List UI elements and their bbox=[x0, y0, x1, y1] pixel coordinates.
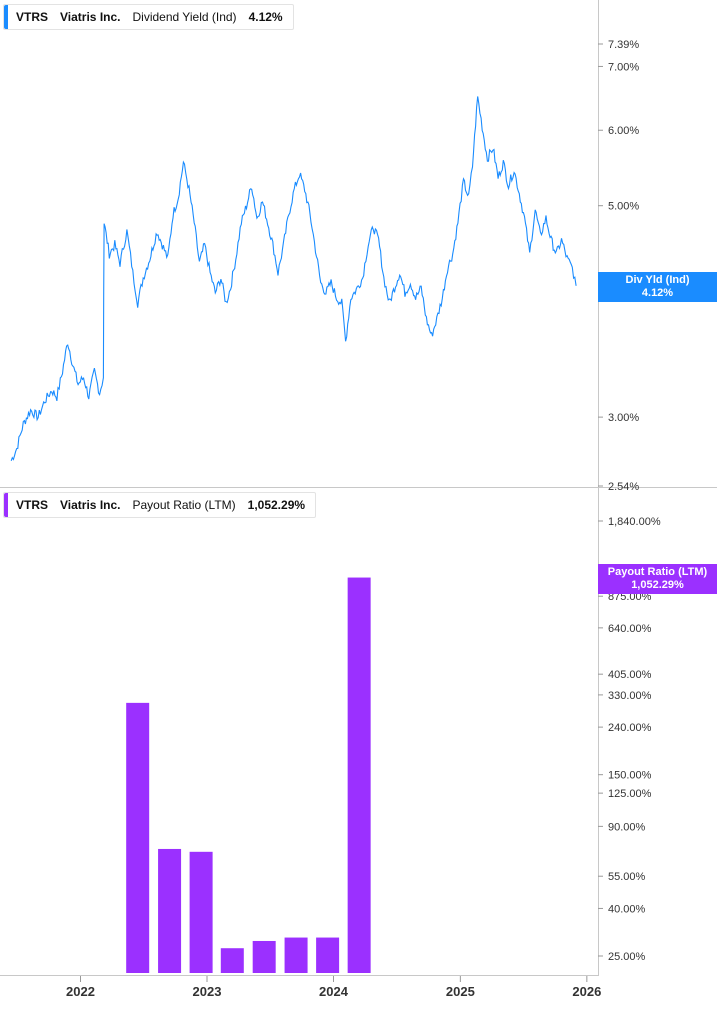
flag-value: 4.12% bbox=[641, 287, 674, 299]
x-tick-label: 2026 bbox=[572, 984, 601, 999]
legend-company: Viatris Inc. bbox=[60, 10, 121, 24]
x-tick-label: 2024 bbox=[319, 984, 349, 999]
legend-metric: Payout Ratio (LTM) bbox=[132, 498, 236, 512]
payout-bar bbox=[347, 577, 371, 973]
legend-value: 4.12% bbox=[248, 10, 283, 24]
payout-bar bbox=[316, 937, 340, 973]
payout-bar bbox=[189, 851, 213, 973]
payout-value-flag: Payout Ratio (LTM) 1,052.29% bbox=[598, 564, 717, 594]
legend-ticker: VTRS bbox=[16, 498, 49, 512]
payout-legend-swatch bbox=[4, 493, 8, 517]
y-tick-label: 40.00% bbox=[608, 903, 646, 915]
y-tick-label: 240.00% bbox=[608, 722, 652, 734]
y-tick-label: 640.00% bbox=[608, 623, 652, 635]
payout-bar bbox=[284, 937, 308, 973]
y-tick-label: 25.00% bbox=[608, 951, 646, 963]
y-tick-label: 3.00% bbox=[608, 412, 639, 424]
legend-ticker: VTRS bbox=[16, 10, 49, 24]
flag-value: 1,052.29% bbox=[631, 579, 684, 591]
y-tick-label: 2.54% bbox=[608, 481, 639, 493]
payout-bar bbox=[126, 702, 150, 973]
flag-label: Payout Ratio (LTM) bbox=[607, 566, 708, 578]
yield-legend-swatch bbox=[4, 5, 8, 29]
flag-label: Div Yld (Ind) bbox=[625, 274, 690, 286]
yield-legend[interactable]: VTRS Viatris Inc. Dividend Yield (Ind) 4… bbox=[3, 4, 294, 30]
y-tick-label: 5.00% bbox=[608, 201, 639, 213]
payout-bar bbox=[158, 848, 182, 973]
legend-metric: Dividend Yield (Ind) bbox=[132, 10, 237, 24]
legend-company: Viatris Inc. bbox=[60, 498, 121, 512]
y-tick-label: 405.00% bbox=[608, 669, 652, 681]
y-tick-label: 150.00% bbox=[608, 770, 652, 782]
payout-bar bbox=[252, 940, 276, 973]
y-tick-label: 7.00% bbox=[608, 61, 639, 73]
dividend-yield-line bbox=[10, 96, 577, 461]
y-tick-label: 125.00% bbox=[608, 788, 652, 800]
y-tick-label: 7.39% bbox=[608, 39, 639, 51]
x-tick-label: 2022 bbox=[66, 984, 95, 999]
payout-legend[interactable]: VTRS Viatris Inc. Payout Ratio (LTM) 1,0… bbox=[3, 492, 317, 518]
yield-value-flag: Div Yld (Ind) 4.12% bbox=[598, 272, 717, 302]
legend-value: 1,052.29% bbox=[247, 498, 306, 512]
y-tick-label: 330.00% bbox=[608, 690, 652, 702]
y-tick-label: 90.00% bbox=[608, 821, 646, 833]
x-tick-label: 2025 bbox=[446, 984, 475, 999]
y-tick-label: 55.00% bbox=[608, 871, 646, 883]
y-tick-label: 875.00% bbox=[608, 591, 652, 603]
payout-bar bbox=[220, 948, 244, 973]
x-tick-label: 2023 bbox=[193, 984, 222, 999]
y-tick-label: 1,840.00% bbox=[608, 516, 661, 528]
y-tick-label: 6.00% bbox=[608, 125, 639, 137]
